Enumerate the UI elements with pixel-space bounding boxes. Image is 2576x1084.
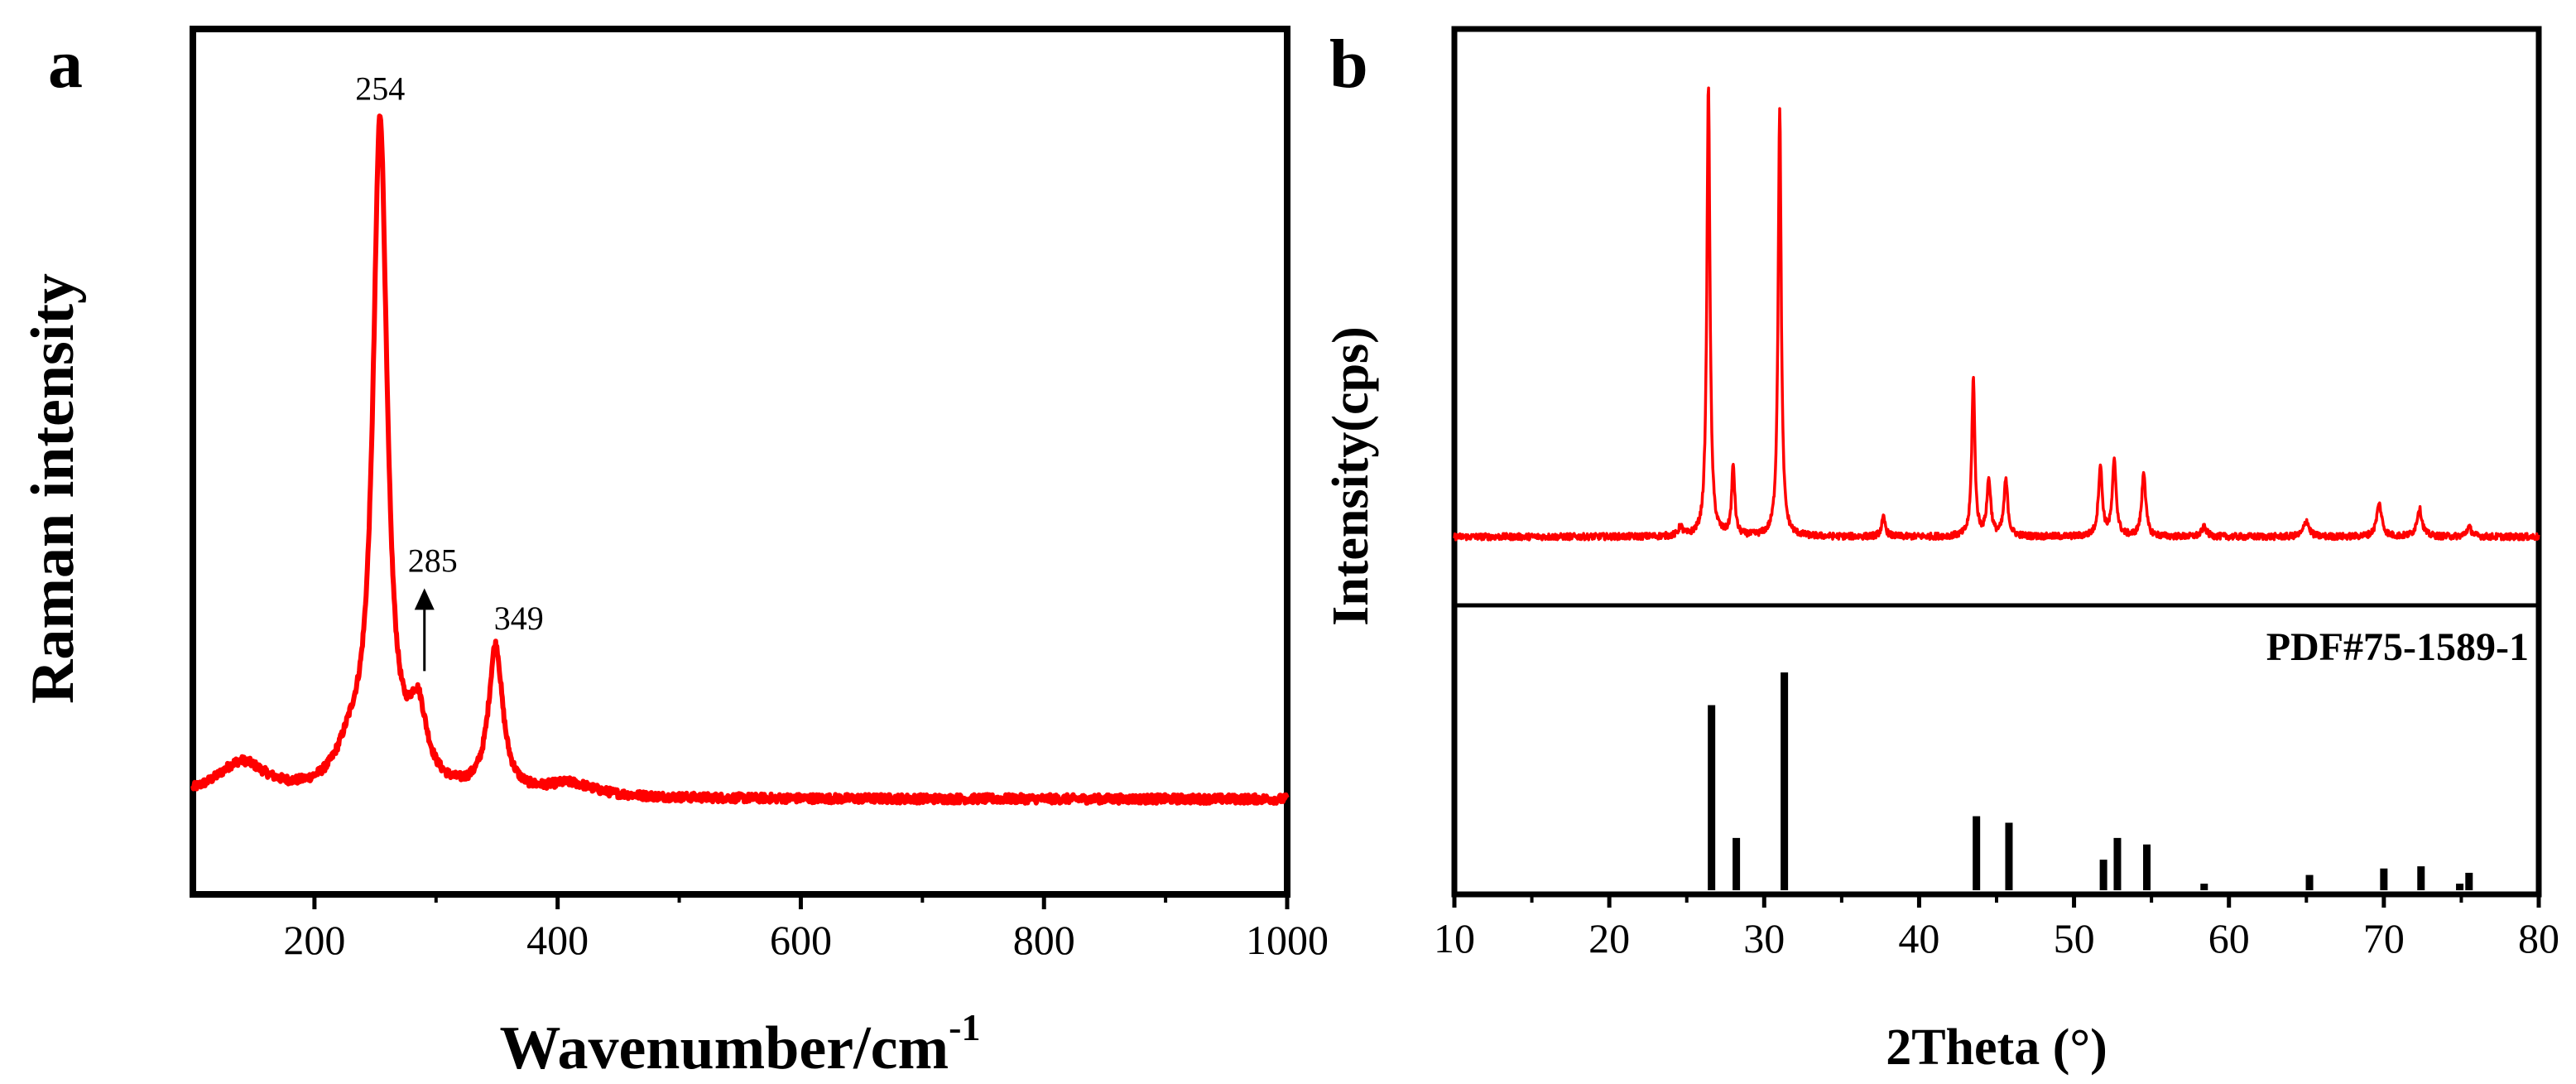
panel-b-curve-layer	[1453, 86, 2540, 542]
panel-b-reference-sticks	[1708, 672, 2473, 890]
panel-b-y-axis-title: Intensity(cps)	[1323, 326, 1379, 626]
panel-b-x-axis-title: 2Theta (°)	[1886, 1019, 2107, 1076]
panel-b-x-tick-label: 50	[2054, 915, 2095, 961]
panel-b-x-tick-label: 70	[2363, 915, 2405, 961]
panel-a-x-axis-ticks: 200 400 600 800 1000	[283, 894, 1329, 963]
peak-285-arrow	[414, 588, 435, 672]
panel-b-x-tick-label: 40	[1898, 915, 1939, 961]
raman-spectrum-line	[190, 113, 1290, 806]
panel-a-x-tick-label: 400	[526, 917, 589, 963]
panel-a-annotations: 254 285 349	[355, 70, 544, 672]
panel-a-x-tick-label: 200	[283, 917, 345, 963]
panel-a-x-tick-label: 1000	[1246, 917, 1329, 963]
panel-a-letter: a	[48, 26, 83, 103]
arrow-head	[414, 588, 435, 610]
panel-b-x-tick-label: 60	[2208, 915, 2250, 961]
panel-a-curve-layer	[190, 113, 1290, 806]
peak-label-254: 254	[355, 70, 405, 107]
panel-b-x-axis-ticks: 10 20 30 40 50 60 70 80	[1434, 894, 2559, 961]
panel-a-plot-frame	[190, 26, 1290, 898]
peak-label-349: 349	[494, 600, 544, 637]
panel-b-x-tick-label: 80	[2518, 915, 2559, 961]
panel-a-y-axis-title: Raman intensity	[19, 273, 87, 704]
panel-b-plot-frame	[1451, 26, 2542, 898]
panel-a-x-axis-title: Wavenumber/cm-1	[500, 1006, 981, 1082]
panel-a-x-tick-label: 600	[770, 917, 832, 963]
panel-a-x-tick-label: 800	[1013, 917, 1075, 963]
panel-b-x-tick-label: 30	[1743, 915, 1785, 961]
xrd-pattern-line	[1453, 86, 2540, 542]
peak-label-285: 285	[408, 542, 458, 579]
panel-b-letter: b	[1329, 26, 1368, 103]
panel-a: a 200 400 600 800 1000 254 285 349 Wavenumbe…	[19, 26, 1329, 1082]
panel-b-x-tick-label: 20	[1588, 915, 1630, 961]
panel-b-x-tick-label: 10	[1434, 915, 1475, 961]
reference-pattern-label: PDF#75-1589-1	[2266, 625, 2529, 669]
panel-b: b 10 20 30 40 50 60 70 80 PDF#75-1589-1 2Theta …	[1323, 26, 2559, 1076]
